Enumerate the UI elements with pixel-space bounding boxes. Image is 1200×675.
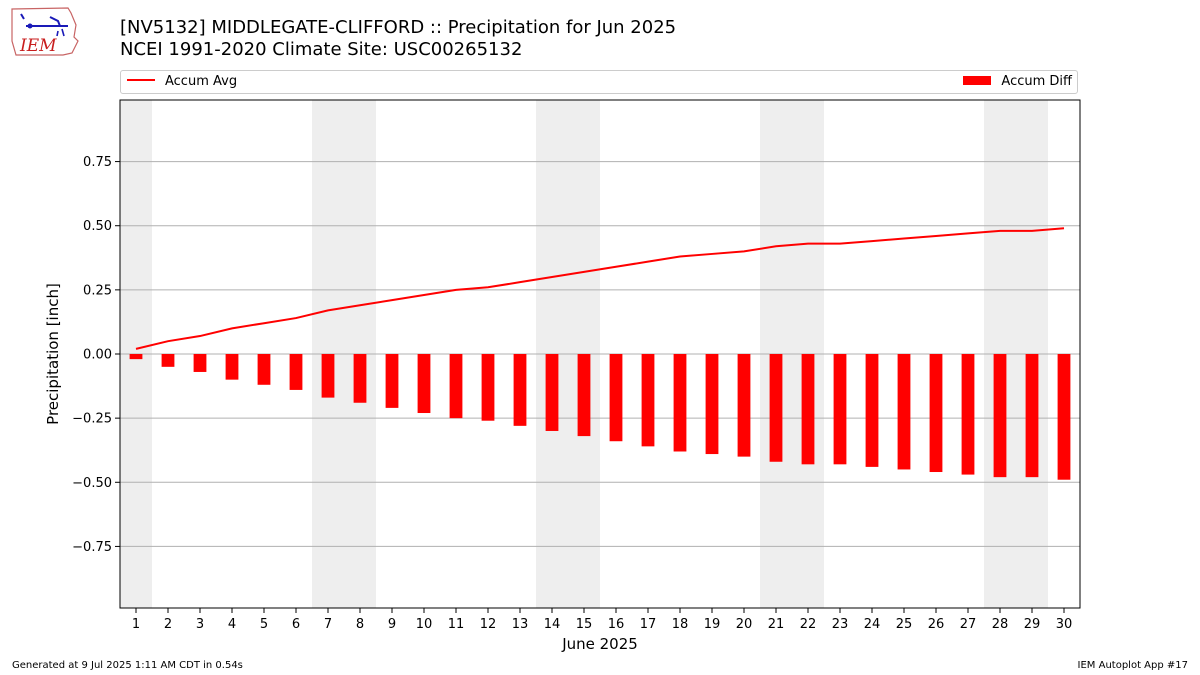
bar-accum-diff (161, 354, 175, 367)
bar-accum-diff (417, 354, 431, 414)
legend: Accum Avg Accum Diff (120, 70, 1078, 94)
bar-accum-diff (833, 354, 847, 465)
line-accum-avg (135, 227, 1065, 350)
y-tick-label: −0.50 (72, 476, 112, 491)
svg-text:IEM: IEM (19, 36, 57, 56)
x-tick-label: 2 (164, 617, 172, 632)
y-tick-label: 0.50 (83, 219, 112, 234)
x-tick-label: 7 (324, 617, 332, 632)
legend-label-accum-diff: Accum Diff (1001, 74, 1072, 89)
x-tick-label: 14 (544, 617, 561, 632)
bar-accum-diff (513, 354, 527, 426)
y-tick-label: 0.75 (83, 155, 112, 170)
x-tick-label: 16 (608, 617, 625, 632)
x-tick-label: 27 (960, 617, 977, 632)
bar-accum-diff (193, 354, 207, 372)
x-tick-label: 4 (228, 617, 236, 632)
legend-item-accum-avg: Accum Avg (127, 74, 237, 89)
x-tick-label: 18 (672, 617, 689, 632)
x-tick-label: 24 (864, 617, 881, 632)
bar-accum-diff (641, 354, 655, 447)
bar-accum-diff (897, 354, 911, 470)
bar-accum-diff (225, 354, 239, 380)
x-tick-label: 11 (448, 617, 465, 632)
legend-label-accum-avg: Accum Avg (165, 74, 238, 89)
bar-accum-diff (129, 354, 143, 360)
x-tick-label: 10 (416, 617, 433, 632)
x-axis-label: June 2025 (561, 635, 638, 653)
bar-accum-diff (545, 354, 559, 431)
x-tick-label: 12 (480, 617, 497, 632)
chart-subtitle: NCEI 1991-2020 Climate Site: USC00265132 (120, 39, 523, 60)
bar-accum-diff (737, 354, 751, 457)
x-tick-label: 8 (356, 617, 364, 632)
bar-accum-diff (257, 354, 271, 385)
bar-accum-diff (609, 354, 623, 442)
legend-bar-swatch (963, 75, 992, 85)
generated-timestamp: Generated at 9 Jul 2025 1:11 AM CDT in 0… (12, 660, 243, 671)
bar-accum-diff (929, 354, 943, 473)
bar-accum-diff (353, 354, 367, 403)
bar-accum-diff (769, 354, 783, 462)
legend-line-swatch (127, 79, 155, 81)
bar-accum-diff (449, 354, 463, 419)
x-tick-label: 3 (196, 617, 204, 632)
y-tick-label: −0.25 (72, 412, 112, 427)
x-tick-label: 19 (704, 617, 721, 632)
bar-accum-diff (385, 354, 399, 408)
bar-accum-diff (673, 354, 687, 452)
y-tick-label: 0.00 (83, 348, 112, 363)
x-tick-label: 1 (132, 617, 140, 632)
x-tick-label: 5 (260, 617, 268, 632)
y-tick-label: 0.25 (83, 283, 112, 298)
bar-accum-diff (993, 354, 1007, 478)
x-tick-label: 25 (896, 617, 913, 632)
bar-accum-diff (1057, 354, 1071, 480)
x-tick-label: 17 (640, 617, 657, 632)
x-tick-label: 21 (768, 617, 785, 632)
bar-accum-diff (321, 354, 335, 398)
chart-title: [NV5132] MIDDLEGATE-CLIFFORD :: Precipit… (120, 17, 677, 38)
y-axis-label: Precipitation [inch] (44, 283, 62, 425)
x-tick-label: 15 (576, 617, 593, 632)
iem-logo: IEM (8, 5, 80, 59)
bar-accum-diff (481, 354, 495, 421)
x-tick-label: 9 (388, 617, 396, 632)
x-tick-label: 13 (512, 617, 529, 632)
x-tick-label: 20 (736, 617, 753, 632)
x-tick-label: 26 (928, 617, 945, 632)
bar-accum-diff (705, 354, 719, 455)
x-tick-label: 28 (992, 617, 1009, 632)
x-tick-label: 6 (292, 617, 300, 632)
bar-accum-diff (865, 354, 879, 467)
app-credit: IEM Autoplot App #17 (1077, 660, 1188, 671)
bar-accum-diff (801, 354, 815, 465)
legend-item-accum-diff: Accum Diff (963, 74, 1072, 89)
y-tick-label: −0.75 (72, 540, 112, 555)
x-tick-label: 29 (1024, 617, 1041, 632)
bar-accum-diff (961, 354, 975, 475)
bar-accum-diff (1025, 354, 1039, 478)
x-tick-label: 30 (1056, 617, 1073, 632)
bar-accum-diff (289, 354, 303, 390)
x-tick-label: 22 (800, 617, 817, 632)
bar-accum-diff (577, 354, 591, 437)
x-tick-label: 23 (832, 617, 849, 632)
